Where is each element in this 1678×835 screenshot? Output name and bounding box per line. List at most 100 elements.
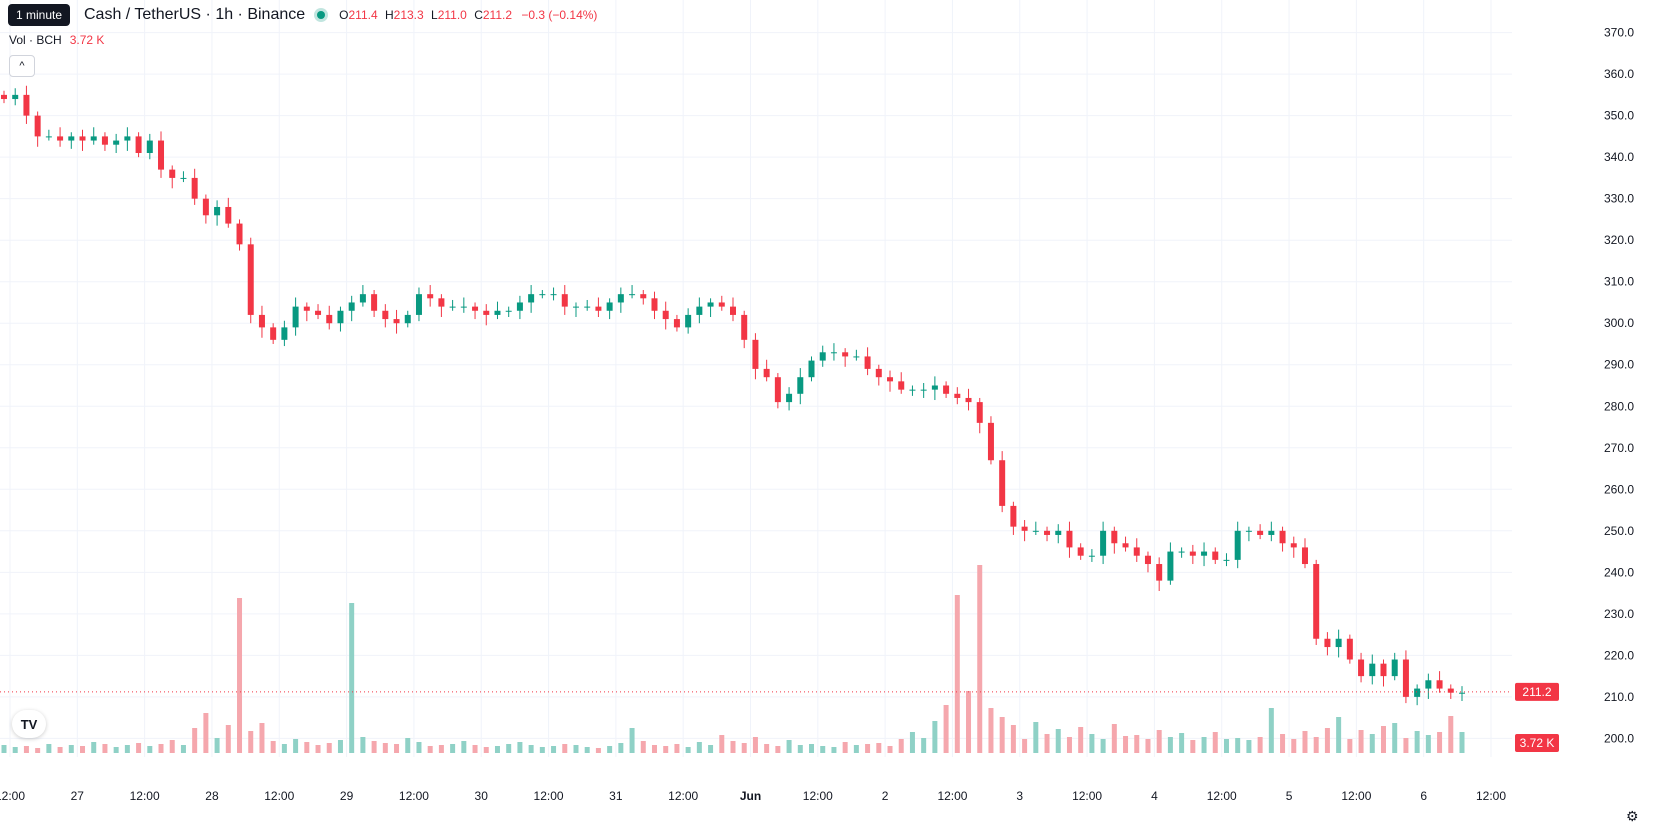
x-tick-label: 12:00 (1341, 789, 1371, 803)
candle-body (1100, 530, 1107, 556)
volume-bar (831, 747, 837, 753)
last-volume-label: 3.72 K (1515, 734, 1559, 752)
volume-bar (1235, 738, 1241, 753)
candle-body (1414, 688, 1421, 697)
volume-bar (752, 737, 758, 753)
candle-body (842, 352, 849, 357)
volume-bar (1044, 734, 1050, 753)
volume-bar (506, 744, 512, 753)
candle-body (887, 377, 894, 382)
candle-body (135, 136, 142, 154)
volume-bars (1, 565, 1465, 753)
candle-body (1391, 659, 1398, 677)
x-tick-label: 12:00 (399, 789, 429, 803)
candle-body (180, 177, 187, 179)
volume-bar (1223, 739, 1229, 753)
x-tick-label: 12:00 (937, 789, 967, 803)
market-status-icon[interactable] (317, 11, 326, 19)
volume-bar (517, 742, 523, 753)
volume-bar (842, 742, 848, 753)
time-axis[interactable]: 12:00 27 12:00 28 12:00 29 12:00 30 12:00 31 12:00… (0, 757, 1678, 835)
candle-body (875, 368, 882, 378)
candle-body (483, 310, 490, 315)
volume-bar (1336, 717, 1342, 753)
y-tick-label: 270.0 (1604, 441, 1634, 455)
volume-bar (180, 745, 186, 753)
candle-body (404, 314, 411, 324)
candle-body (1189, 551, 1196, 556)
candle-body (1257, 530, 1264, 535)
volume-bar (977, 565, 983, 753)
volume-bar (876, 743, 882, 753)
volume-bar (741, 743, 747, 753)
volume-bar (203, 713, 209, 753)
volume-bar (528, 745, 534, 753)
volume-bar (1089, 734, 1095, 753)
candle-body (1335, 638, 1342, 648)
last-price-label: 211.2 (1515, 682, 1559, 701)
volume-bar (898, 739, 904, 753)
candle-body (640, 294, 647, 299)
chevron-up-icon: ^ (19, 60, 25, 72)
volume-bar (573, 745, 579, 753)
volume-bar (719, 735, 725, 753)
volume-bar (618, 743, 624, 753)
volume-bar (853, 745, 859, 753)
volume-bar (1033, 722, 1039, 753)
candle-body (1301, 547, 1308, 565)
volume-bar (674, 744, 680, 753)
y-tick-label: 280.0 (1604, 399, 1634, 413)
y-tick-label: 260.0 (1604, 482, 1634, 496)
gear-icon[interactable]: ⚙ (1626, 808, 1639, 824)
grid-lines (0, 0, 1512, 757)
candle-body (528, 294, 535, 303)
last-price-value: 211.2 (1522, 685, 1551, 699)
candle-body (303, 306, 310, 311)
x-tick-label: 12:00 (803, 789, 833, 803)
symbol-title[interactable]: Cash / TetherUS · 1h · Binance (84, 6, 306, 23)
candle-body (1234, 530, 1241, 560)
candle-body (460, 306, 467, 308)
y-tick-label: 200.0 (1604, 731, 1634, 745)
tradingview-logo[interactable]: TV (12, 710, 46, 738)
candle-body (1290, 543, 1297, 548)
y-tick-label: 330.0 (1604, 192, 1634, 206)
x-tick-label: 28 (205, 789, 219, 803)
volume-bar (1459, 732, 1465, 753)
volume-bar (237, 598, 243, 753)
y-tick-label: 230.0 (1604, 607, 1634, 621)
candle-body (909, 389, 916, 391)
candle-body (629, 294, 636, 296)
candle-body (898, 381, 905, 390)
candle-body (1358, 659, 1365, 677)
volume-bar (416, 742, 422, 753)
volume-bar (764, 744, 770, 753)
candle-body (1212, 551, 1219, 560)
volume-bar (281, 744, 287, 753)
candle-body (830, 352, 837, 354)
x-tick-label: 29 (340, 789, 354, 803)
candle-body (864, 356, 871, 369)
volume-bar (954, 595, 960, 753)
volume-bar (394, 744, 400, 753)
candle-body (438, 298, 445, 307)
candle-body (281, 327, 288, 340)
volume-bar (147, 746, 153, 753)
volume-bar (1123, 736, 1129, 753)
volume-bar (192, 728, 198, 753)
volume-bar (360, 737, 366, 753)
candle-body (90, 136, 97, 141)
candle-body (1245, 530, 1252, 532)
collapse-legend-button[interactable]: ^ (9, 55, 35, 77)
symbol-legend[interactable]: Cash / TetherUS · 1h · Binance O211.4 H2… (84, 6, 597, 24)
volume-bar (326, 743, 332, 753)
volume-bar (651, 745, 657, 753)
volume-bar (809, 744, 815, 753)
candle-body (1077, 547, 1084, 556)
price-axis[interactable]: 370.0 360.0 350.0 340.0 330.0 320.0 310.0 300.0… (1512, 0, 1678, 835)
volume-bar (483, 747, 489, 753)
candle-body (236, 223, 243, 245)
volume-legend[interactable]: Vol · BCH 3.72 K (9, 33, 104, 47)
volume-bar (450, 744, 456, 753)
